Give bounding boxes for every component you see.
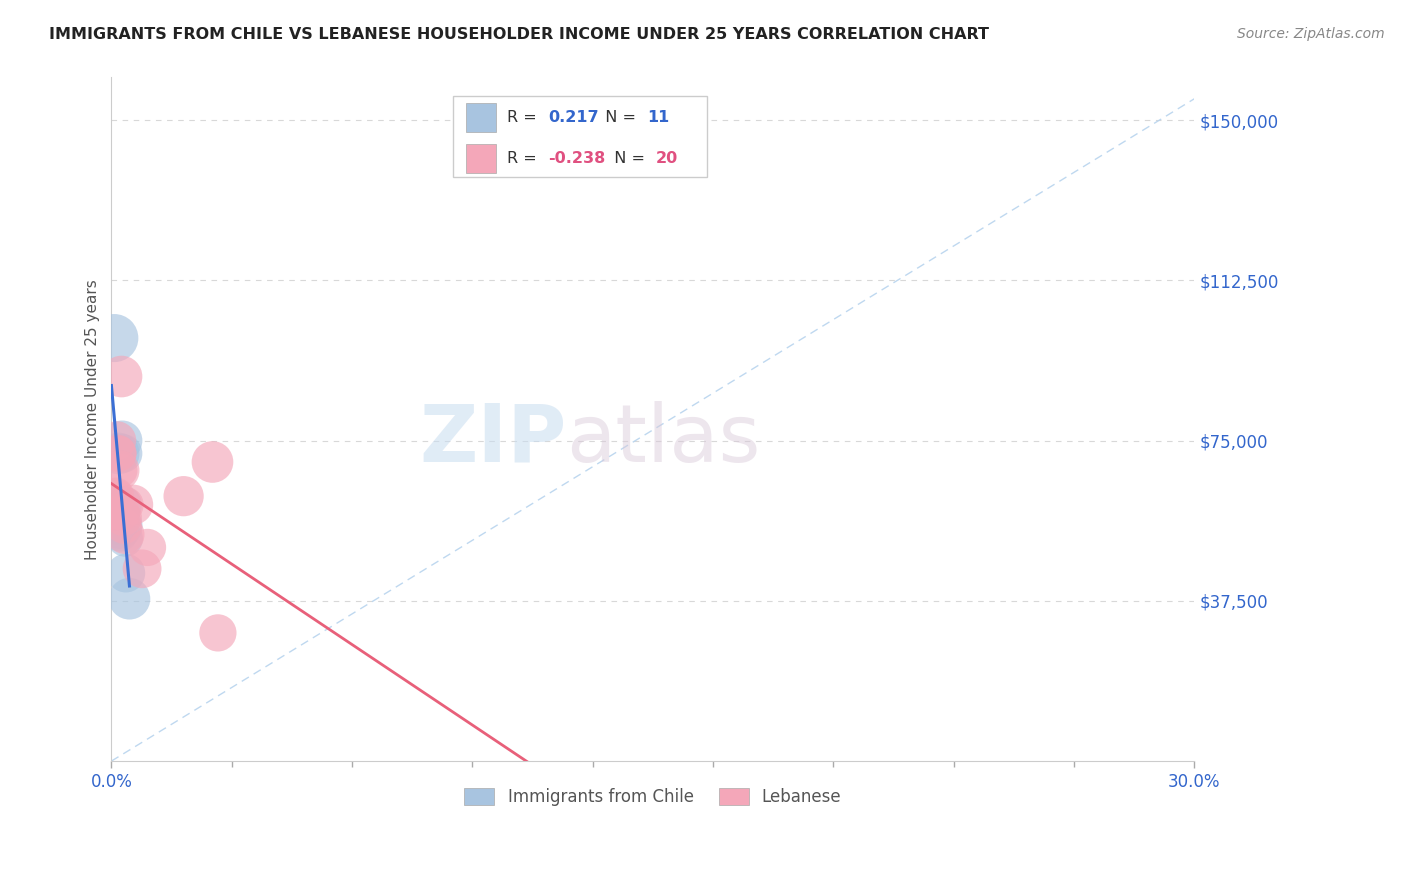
FancyBboxPatch shape	[465, 145, 496, 173]
Point	[112, 519, 135, 533]
FancyBboxPatch shape	[453, 96, 707, 177]
Text: ZIP: ZIP	[419, 401, 567, 479]
Text: 0.217: 0.217	[548, 111, 599, 125]
FancyBboxPatch shape	[465, 103, 496, 132]
Text: N =: N =	[605, 152, 650, 166]
Point	[110, 369, 132, 384]
Point	[104, 489, 127, 503]
Point	[114, 532, 136, 546]
Point	[173, 489, 195, 503]
Point	[103, 331, 125, 345]
Point	[103, 506, 125, 520]
Point	[115, 566, 138, 580]
Y-axis label: Householder Income Under 25 years: Householder Income Under 25 years	[86, 279, 100, 559]
Point	[108, 519, 131, 533]
Point	[122, 498, 145, 512]
Point	[207, 626, 229, 640]
Point	[110, 527, 132, 541]
Point	[107, 446, 129, 460]
Point	[104, 519, 127, 533]
Point	[111, 446, 134, 460]
Point	[110, 464, 132, 478]
Point	[108, 464, 131, 478]
Point	[105, 434, 128, 448]
Text: 20: 20	[657, 152, 678, 166]
Point	[112, 510, 135, 524]
Point	[114, 527, 136, 541]
Text: R =: R =	[506, 152, 541, 166]
Point	[103, 498, 125, 512]
Point	[115, 498, 138, 512]
Point	[112, 498, 135, 512]
Text: R =: R =	[506, 111, 541, 125]
Text: atlas: atlas	[567, 401, 761, 479]
Point	[118, 591, 141, 606]
Point	[201, 455, 224, 469]
Point	[111, 506, 134, 520]
Legend: Immigrants from Chile, Lebanese: Immigrants from Chile, Lebanese	[456, 780, 849, 814]
Text: -0.238: -0.238	[548, 152, 605, 166]
Point	[107, 446, 129, 460]
Point	[111, 434, 134, 448]
Point	[107, 446, 129, 460]
Point	[104, 489, 127, 503]
Text: N =: N =	[596, 111, 641, 125]
Point	[136, 541, 159, 555]
Point	[131, 562, 153, 576]
Text: Source: ZipAtlas.com: Source: ZipAtlas.com	[1237, 27, 1385, 41]
Text: 11: 11	[647, 111, 669, 125]
Text: IMMIGRANTS FROM CHILE VS LEBANESE HOUSEHOLDER INCOME UNDER 25 YEARS CORRELATION : IMMIGRANTS FROM CHILE VS LEBANESE HOUSEH…	[49, 27, 990, 42]
